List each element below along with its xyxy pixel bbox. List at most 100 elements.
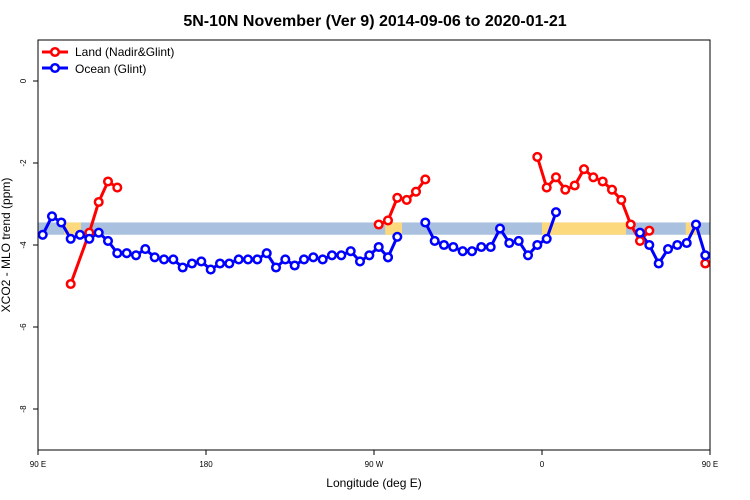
ocean-glint-point — [438, 239, 450, 251]
ocean-glint-point — [550, 207, 562, 218]
ocean-glint-point — [308, 252, 319, 263]
lines-layer — [41, 156, 707, 285]
ocean-glint-point — [336, 250, 347, 261]
ocean-glint-point — [224, 258, 235, 269]
land-nadir-glint-point — [550, 172, 562, 183]
ocean-glint-point — [364, 250, 375, 261]
ocean-glint-point — [65, 233, 76, 244]
y-axis-label: XCO2 - MLO trend (ppm) — [0, 178, 13, 313]
x-tick-label: 90 E — [30, 460, 46, 469]
land-nadir-glint-point — [112, 182, 123, 193]
land-nadir-glint-point — [569, 180, 580, 191]
land-nadir-glint-point — [420, 174, 431, 185]
land-nadir-glint-point — [65, 278, 76, 290]
ocean-glint-point — [476, 241, 487, 253]
points-layer — [37, 151, 711, 290]
ocean-glint-point — [690, 219, 702, 230]
ocean-glint-point — [522, 250, 534, 261]
land-nadir-glint-point — [606, 184, 618, 195]
ocean-glint-point — [233, 254, 244, 265]
ocean-glint-point — [270, 262, 282, 273]
x-tick-label: 180 — [199, 460, 213, 469]
ocean-glint-point — [700, 250, 711, 261]
ocean-glint-point — [373, 241, 384, 253]
ocean-glint-point — [74, 229, 86, 240]
y-tick-label: -4 — [19, 241, 28, 249]
ocean-glint-point — [317, 254, 328, 265]
legend-land-label: Land (Nadir&Glint) — [75, 45, 174, 59]
ocean-glint-point — [289, 260, 300, 271]
land-nadir-glint-point — [373, 219, 384, 230]
land-nadir-glint-point — [700, 258, 711, 269]
land-nadir-glint-point — [401, 194, 412, 205]
ocean-glint-point — [168, 254, 179, 265]
x-axis: 90 E 180 90 W 0 90 E — [30, 450, 718, 469]
ocean-glint-point — [102, 235, 114, 246]
legend: Land (Nadir&Glint) Ocean (Glint) — [42, 45, 174, 76]
ocean-glint-point — [541, 233, 552, 244]
ocean-glint-point — [382, 252, 394, 263]
plot-area — [37, 151, 711, 290]
chart-title: 5N-10N November (Ver 9) 2014-09-06 to 20… — [183, 13, 566, 30]
ocean-glint-point — [177, 262, 188, 273]
land-band-3 — [685, 222, 697, 235]
ocean-glint-point — [149, 252, 160, 263]
land-nadir-glint-point — [93, 196, 104, 208]
x-tick-label: 0 — [540, 460, 545, 469]
land-nadir-glint-point — [392, 192, 403, 203]
ocean-glint-point — [242, 254, 254, 265]
ocean-glint-point — [280, 254, 291, 265]
ocean-glint-point — [672, 239, 683, 251]
ocean-glint-point — [121, 248, 132, 259]
ocean-glint-point — [93, 227, 104, 238]
land-nadir-glint-point — [597, 176, 608, 187]
ocean-glint-point — [448, 241, 459, 253]
ocean-glint-point — [494, 223, 506, 234]
y-axis: 0 -2 -4 -6 -8 — [19, 78, 38, 413]
land-nadir-glint-point — [588, 172, 599, 183]
ocean-glint-point — [485, 241, 496, 253]
land-nadir-glint-point — [102, 176, 114, 187]
land-nadir-glint-point — [634, 235, 646, 246]
ocean-glint-point — [354, 256, 366, 267]
ocean-glint-point — [681, 237, 692, 249]
y-tick-label: -6 — [19, 323, 28, 331]
ocean-glint-point — [214, 258, 226, 269]
ocean-glint-point — [196, 256, 207, 267]
legend-ocean-label: Ocean (Glint) — [75, 62, 146, 76]
legend-land-marker — [49, 46, 61, 58]
ocean-glint-point — [112, 248, 123, 259]
land-nadir-glint-point — [410, 186, 422, 197]
ocean-glint-point — [513, 235, 524, 246]
y-tick-label: -2 — [19, 159, 28, 167]
ocean-glint-point — [186, 258, 198, 269]
y-tick-label: 0 — [19, 78, 28, 83]
ocean-glint-point — [392, 231, 403, 242]
land-nadir-glint-point — [625, 219, 636, 230]
ocean-glint-point — [140, 244, 151, 255]
land-nadir-glint-point — [644, 225, 655, 236]
ocean-glint-point — [261, 248, 272, 259]
ocean-glint-point — [84, 233, 95, 244]
land-nadir-glint-point — [532, 151, 543, 162]
x-tick-label: 90 E — [702, 460, 718, 469]
ocean-glint-point — [345, 246, 356, 257]
bands-layer — [38, 222, 710, 235]
ocean-glint-point — [326, 250, 338, 261]
x-tick-label: 90 W — [365, 460, 384, 469]
ocean-glint-point — [429, 235, 440, 246]
ocean-glint-point — [205, 264, 216, 275]
ocean-glint-point — [298, 254, 310, 265]
land-band-1 — [385, 222, 402, 235]
ocean-glint-point — [420, 217, 431, 228]
ocean-glint-point — [252, 254, 263, 265]
land-nadir-glint-point — [616, 194, 627, 205]
x-axis-label: Longitude (deg E) — [326, 476, 421, 490]
ocean-glint-point — [56, 217, 67, 228]
land-nadir-glint-point — [578, 164, 590, 175]
ocean-glint-point — [532, 239, 543, 251]
ocean-glint-point — [466, 246, 478, 257]
ocean-glint-point — [504, 237, 515, 249]
legend-ocean-marker — [49, 62, 61, 74]
